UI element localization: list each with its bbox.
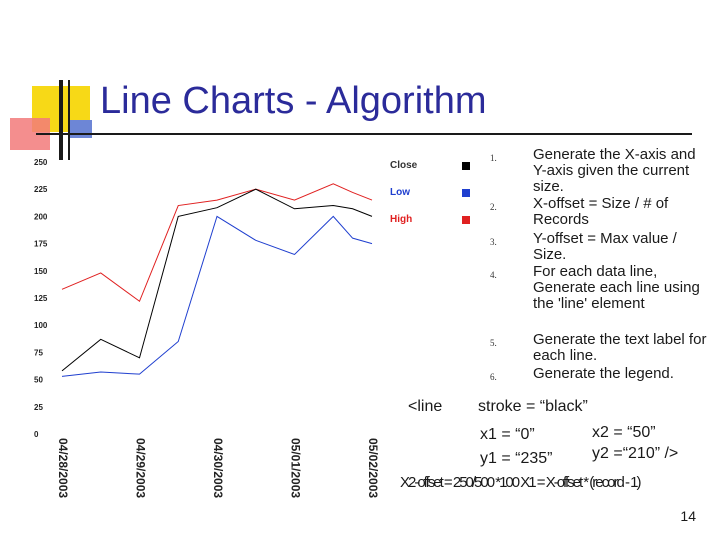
logo-vertical-bar [59, 80, 63, 160]
step-number: 3. [490, 237, 497, 247]
x-tick-label: 04/30/2003 [211, 438, 225, 498]
y-tick-label: 100 [34, 321, 48, 330]
code-x2: x2 = “50” [592, 424, 656, 441]
code-stroke: stroke = “black” [478, 398, 588, 415]
legend-label-close: Close [390, 160, 418, 171]
page-number: 14 [680, 508, 696, 524]
x-tick-label: 05/01/2003 [289, 438, 303, 498]
legend-swatch-close [462, 162, 470, 170]
code-y1: y1 = “235” [480, 450, 553, 467]
step-number: 4. [490, 270, 497, 280]
code-y2: y2 =“210” /> [592, 445, 679, 462]
x-tick-label: 05/02/2003 [366, 438, 380, 498]
legend-label-low: Low [390, 187, 410, 198]
step-number: 2. [490, 202, 497, 212]
step-text: Generate the legend. [533, 365, 674, 382]
overlapping-text: X2-offset = 250/500 *100 X1 = X-offset *… [400, 474, 641, 491]
legend-swatch-low [462, 189, 470, 197]
y-tick-label: 150 [34, 267, 48, 276]
y-tick-label: 175 [34, 240, 48, 249]
y-tick-label: 250 [34, 158, 48, 167]
series-line-close [61, 188, 373, 372]
logo-vertical-bar-2 [68, 80, 70, 160]
y-tick-label: 225 [34, 185, 48, 194]
y-tick-label: 125 [34, 294, 48, 303]
legend-swatch-high [462, 216, 470, 224]
series-line-high [61, 183, 373, 303]
step-text: Y-offset = Max value / Size. [533, 230, 677, 263]
step-text: Generate the text label for each line. [533, 331, 707, 364]
page-title: Line Charts - Algorithm [100, 80, 487, 122]
line-chart: 0 25 50 75 100 125 150 175 200 225 250 04/28/2003 0… [34, 158, 380, 498]
y-tick-label: 200 [34, 212, 48, 221]
title-rule [36, 133, 692, 135]
logo-blue-square [70, 120, 92, 138]
x-tick-label: 04/29/2003 [134, 438, 148, 498]
step-text: For each data line, Generate each line u… [533, 263, 700, 312]
y-tick-label: 50 [34, 376, 43, 385]
series-line-low [61, 215, 373, 377]
step-number: 1. [490, 153, 497, 163]
code-x1: x1 = “0” [480, 426, 535, 443]
y-tick-label: 0 [34, 430, 39, 439]
y-tick-label: 75 [34, 348, 43, 357]
y-tick-label: 25 [34, 403, 43, 412]
code-line-tag: <line [408, 398, 443, 415]
step-text: X-offset = Size / # of Records [533, 195, 669, 228]
legend-label-high: High [390, 214, 413, 225]
step-number: 5. [490, 338, 497, 348]
x-tick-label: 04/28/2003 [56, 438, 70, 498]
step-text: Generate the X-axis and Y-axis given the… [533, 146, 696, 195]
step-number: 6. [490, 372, 497, 382]
